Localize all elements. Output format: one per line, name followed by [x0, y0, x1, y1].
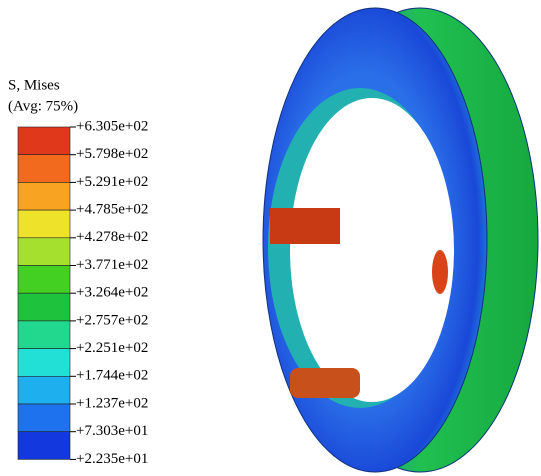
legend-subtitle: (Avg: 75%)	[8, 98, 78, 114]
legend-label: +3.771e+02	[76, 257, 148, 273]
legend-label: +1.744e+02	[76, 368, 148, 384]
legend-label: +4.785e+02	[76, 202, 148, 218]
legend-label: +2.251e+02	[76, 340, 148, 356]
viewport: S, Mises (Avg: 75%) +6.305e+02 +5.798e+02…	[0, 0, 541, 476]
legend-title: S, Mises	[8, 77, 60, 93]
color-band	[18, 293, 70, 321]
legend-label: +7.303e+01	[76, 423, 148, 439]
color-band	[18, 432, 70, 460]
legend-label: +3.264e+02	[76, 285, 148, 301]
color-band	[18, 376, 70, 404]
page: S, Mises (Avg: 75%) +6.305e+02 +5.798e+02…	[0, 0, 541, 476]
color-band	[18, 210, 70, 238]
legend-label: +2.235e+01	[76, 451, 148, 467]
color-band	[18, 349, 70, 377]
legend-label: +2.757e+02	[76, 312, 148, 328]
legend-label: +6.305e+02	[76, 118, 148, 134]
color-bar: +6.305e+02 +5.798e+02 +5.291e+02 +4.785e+02…	[18, 118, 148, 466]
color-band	[18, 127, 70, 155]
color-band	[18, 321, 70, 349]
color-band	[18, 266, 70, 294]
legend-label: +4.278e+02	[76, 229, 148, 245]
legend-label: +1.237e+02	[76, 395, 148, 411]
legend-label: +5.291e+02	[76, 174, 148, 190]
color-band	[18, 238, 70, 266]
color-band	[18, 155, 70, 183]
color-band	[18, 404, 70, 432]
ring-model	[263, 8, 538, 472]
color-band	[18, 182, 70, 210]
legend-label: +5.798e+02	[76, 146, 148, 162]
